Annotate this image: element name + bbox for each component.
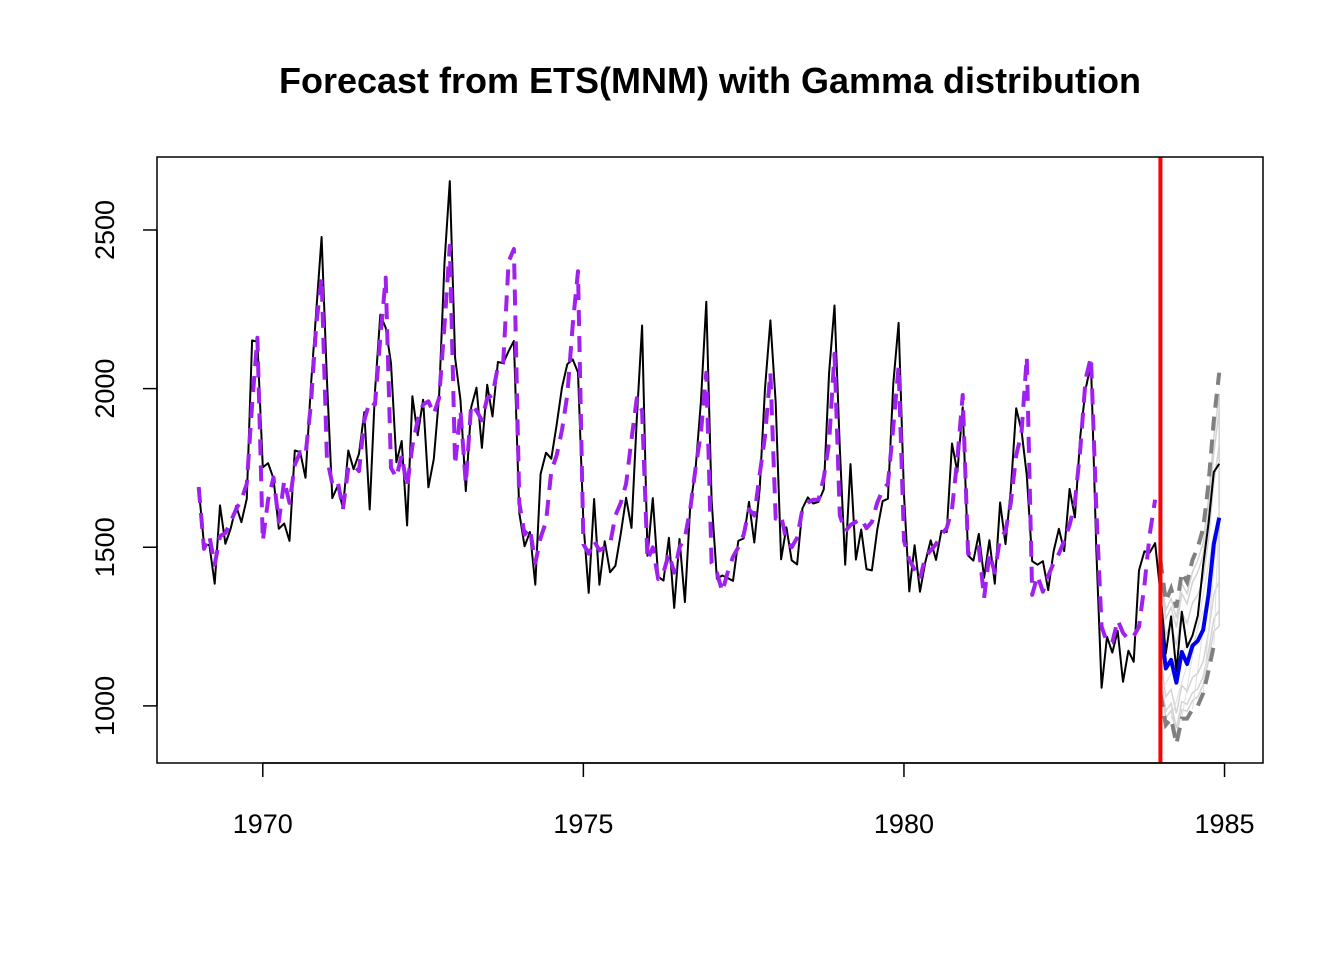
chart-title: Forecast from ETS(MNM) with Gamma distri… [279,60,1141,101]
x-tick-label: 1975 [553,809,613,839]
x-tick-label: 1970 [233,809,293,839]
series-layer [196,157,1222,763]
x-tick-label: 1980 [874,809,934,839]
x-axis: 1970 1975 1980 1985 [233,762,1255,839]
x-tick-label: 1985 [1194,809,1254,839]
series-lower-outer-line [1158,642,1220,745]
y-tick-label: 1000 [90,676,120,736]
y-axis: 1000 1500 2000 2500 [90,200,158,736]
y-tick-label: 2500 [90,200,120,260]
y-tick-label: 2000 [90,359,120,419]
series-forecast-line [1158,517,1222,685]
band-hatch-line [1181,532,1215,719]
series-upper-outer-line [1158,372,1222,609]
series-fitted-line [196,243,1158,645]
series-actuals-line [197,180,1221,689]
y-tick-label: 1500 [90,517,120,577]
